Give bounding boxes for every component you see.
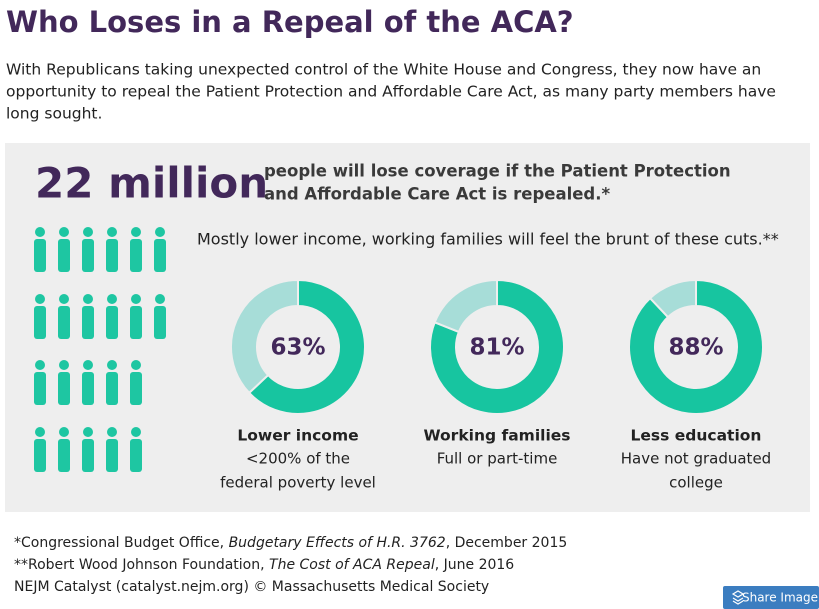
person-head (131, 427, 141, 437)
donut-subtitle: <200% of the (246, 450, 350, 468)
footnote: **Robert Wood Johnson Foundation, The Co… (14, 557, 514, 573)
donut-segment (433, 278, 498, 334)
donut-subtitle: Have not graduated (621, 450, 771, 468)
donut-title: Lower income (237, 427, 358, 445)
person-body (34, 372, 46, 405)
footnote-part: The Cost of ACA Repeal (269, 557, 435, 573)
person-body (58, 239, 70, 272)
donut-subtitle: college (669, 474, 723, 492)
person-body (58, 372, 70, 405)
donut-segment (247, 278, 366, 415)
person-body (154, 306, 166, 339)
donut-subtitle: federal poverty level (220, 474, 376, 492)
person-head (35, 427, 45, 437)
person-head (35, 227, 45, 237)
person-body (82, 439, 94, 472)
donut-label: 81% (469, 335, 524, 361)
person-head (155, 294, 165, 304)
donut-title: Less education (631, 427, 762, 445)
title: Who Loses in a Repeal of the ACA? (6, 5, 574, 39)
donut-segment (230, 278, 299, 395)
person-head (59, 427, 69, 437)
person-head (83, 360, 93, 370)
person-head (107, 360, 117, 370)
footnote: *Congressional Budget Office, Budgetary … (14, 535, 567, 551)
intro-line: opportunity to repeal the Patient Protec… (6, 83, 776, 101)
intro-line: long sought. (6, 105, 102, 123)
donut-label: 63% (270, 335, 325, 361)
person-body (58, 306, 70, 339)
person-head (83, 294, 93, 304)
person-body (130, 306, 142, 339)
person-head (83, 427, 93, 437)
person-body (130, 439, 142, 472)
subhead: Mostly lower income, working families wi… (197, 230, 779, 249)
person-body (82, 372, 94, 405)
person-body (106, 372, 118, 405)
share-icon (731, 590, 745, 605)
footnote: NEJM Catalyst (catalyst.nejm.org) © Mass… (14, 579, 489, 595)
headline-text: people will lose coverage if the Patient… (264, 162, 731, 181)
person-body (106, 306, 118, 339)
person-body (106, 439, 118, 472)
footnote-part: Budgetary Effects of H.R. 3762 (229, 535, 446, 551)
person-body (34, 439, 46, 472)
person-body (58, 439, 70, 472)
person-head (131, 294, 141, 304)
donut-segment (648, 278, 697, 319)
person-body (34, 306, 46, 339)
footnote-part: , June 2016 (435, 557, 515, 573)
people-icons (34, 227, 166, 472)
donut-segment (628, 278, 764, 415)
footnote-part: **Robert Wood Johnson Foundation, (14, 557, 269, 573)
person-head (59, 360, 69, 370)
donut-label: 88% (668, 335, 723, 361)
headline-text: and Affordable Care Act is repealed.* (264, 185, 611, 204)
share-button[interactable] (723, 586, 819, 609)
person-body (106, 239, 118, 272)
person-head (155, 227, 165, 237)
donut-title: Working families (423, 427, 570, 445)
person-head (35, 294, 45, 304)
headline-figure: 22 million (35, 159, 268, 208)
person-body (82, 306, 94, 339)
intro-line: With Republicans taking unexpected contr… (6, 61, 761, 79)
footnote-part: , December 2015 (446, 535, 568, 551)
donut-subtitle: Full or part-time (437, 450, 558, 468)
person-head (35, 360, 45, 370)
person-body (82, 239, 94, 272)
share-button-label[interactable]: Share Image (742, 591, 818, 605)
person-body (154, 239, 166, 272)
person-body (34, 239, 46, 272)
person-head (107, 227, 117, 237)
footnote-part: *Congressional Budget Office, (14, 535, 229, 551)
person-head (107, 294, 117, 304)
person-head (131, 227, 141, 237)
donut-segment (429, 278, 565, 415)
person-head (59, 227, 69, 237)
footnote-part: NEJM Catalyst (catalyst.nejm.org) © Mass… (14, 579, 489, 595)
person-head (59, 294, 69, 304)
person-body (130, 372, 142, 405)
person-head (131, 360, 141, 370)
person-head (83, 227, 93, 237)
person-head (107, 427, 117, 437)
person-body (130, 239, 142, 272)
